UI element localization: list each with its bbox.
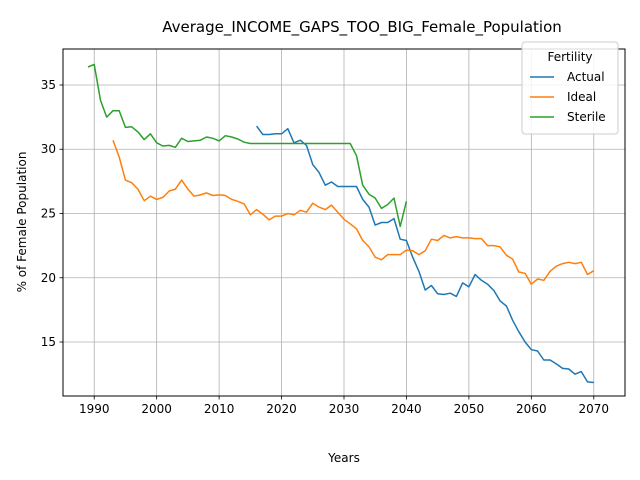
y-tick-label: 30 — [41, 142, 56, 156]
x-tick-label: 1990 — [79, 402, 110, 416]
y-tick-label: 20 — [41, 271, 56, 285]
legend-title: Fertility — [547, 50, 592, 64]
y-tick-label: 25 — [41, 207, 56, 221]
x-tick-label: 2070 — [579, 402, 610, 416]
x-axis-label: Years — [327, 451, 360, 465]
series-lines — [87, 63, 595, 384]
legend: Fertility Actual Ideal Sterile — [521, 41, 619, 135]
y-tick-label: 35 — [41, 78, 56, 92]
axis-ticks: 1990 2000 2010 2020 2030 2040 2050 2060 20701520… — [41, 78, 609, 416]
legend-label-actual: Actual — [567, 70, 605, 84]
series-line-sterile — [87, 63, 408, 228]
series-line-actual — [255, 125, 594, 384]
y-tick-label: 15 — [41, 335, 56, 349]
legend-label-sterile: Sterile — [567, 110, 606, 124]
y-axis-label: % of Female Population — [15, 152, 29, 293]
x-tick-label: 2010 — [204, 402, 235, 416]
x-tick-label: 2020 — [266, 402, 297, 416]
x-tick-label: 2060 — [516, 402, 547, 416]
x-tick-label: 2000 — [141, 402, 172, 416]
x-tick-label: 2030 — [329, 402, 360, 416]
chart-title: Average_INCOME_GAPS_TOO_BIG_Female_Popul… — [162, 18, 562, 37]
x-tick-label: 2050 — [454, 402, 485, 416]
series-line-ideal — [112, 139, 595, 285]
legend-box — [521, 41, 619, 135]
legend-label-ideal: Ideal — [567, 90, 596, 104]
x-tick-label: 2040 — [391, 402, 422, 416]
